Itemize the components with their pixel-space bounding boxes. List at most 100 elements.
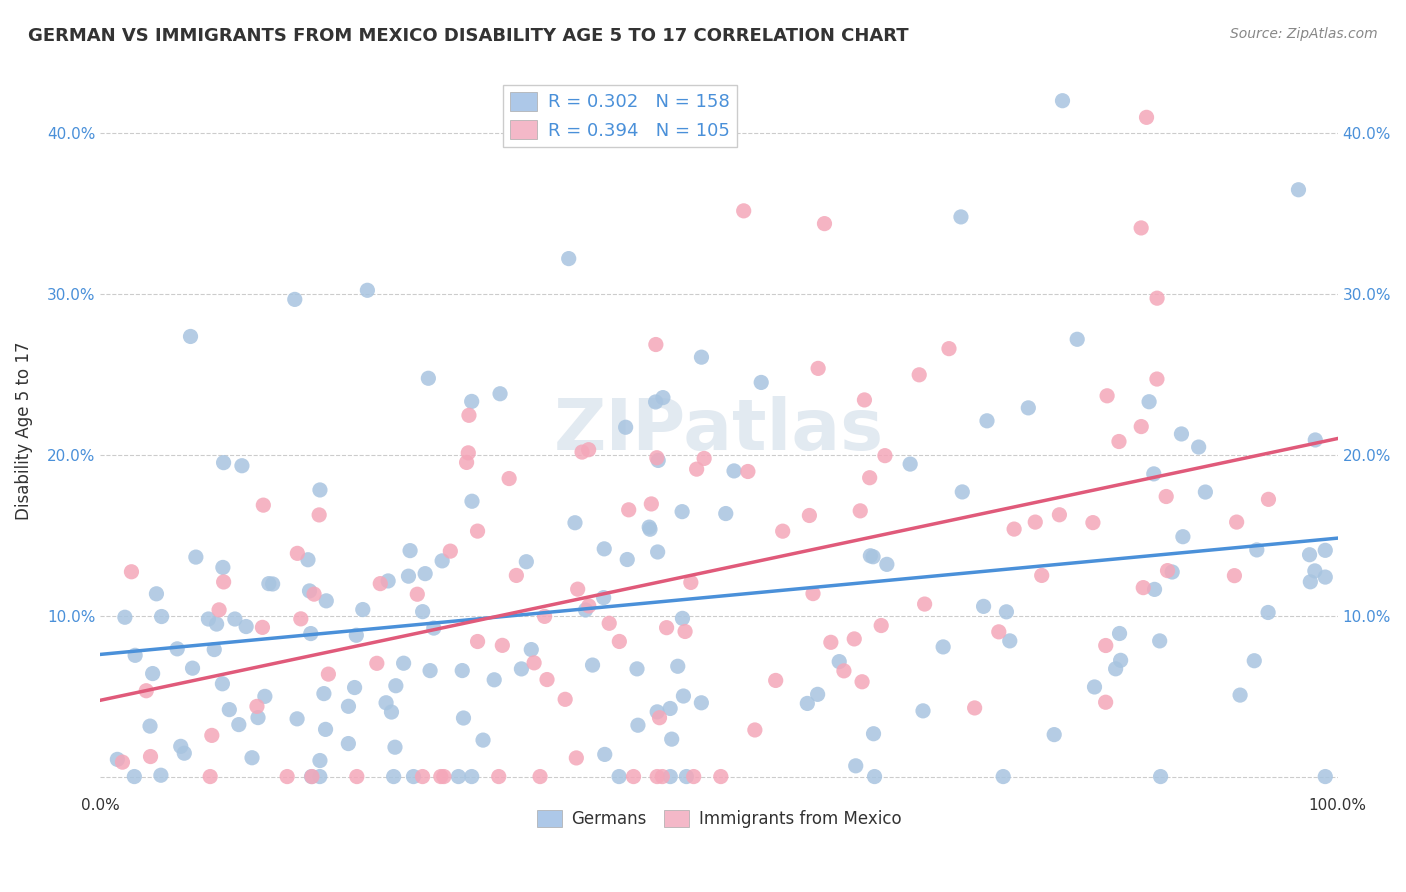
Point xyxy=(252,498,274,512)
Point xyxy=(578,442,600,457)
Point xyxy=(181,661,204,675)
Point xyxy=(460,394,482,409)
Point xyxy=(1002,522,1025,536)
Point xyxy=(456,455,478,469)
Point xyxy=(828,655,851,669)
Point xyxy=(198,770,221,784)
Point xyxy=(523,656,546,670)
Point xyxy=(212,574,235,589)
Point xyxy=(1052,94,1074,108)
Point xyxy=(832,664,855,678)
Point xyxy=(413,566,436,581)
Point xyxy=(135,683,157,698)
Point xyxy=(950,484,973,499)
Point xyxy=(645,770,668,784)
Point xyxy=(114,610,136,624)
Point xyxy=(352,602,374,616)
Point xyxy=(661,732,683,747)
Point xyxy=(423,621,446,635)
Point xyxy=(105,752,128,766)
Point xyxy=(998,633,1021,648)
Point xyxy=(467,524,489,538)
Point xyxy=(356,283,378,297)
Point xyxy=(648,711,671,725)
Point xyxy=(644,337,666,351)
Point xyxy=(218,703,240,717)
Point xyxy=(399,543,422,558)
Point xyxy=(392,657,415,671)
Point xyxy=(457,446,479,460)
Point xyxy=(253,690,276,704)
Point xyxy=(578,599,600,613)
Point xyxy=(714,507,737,521)
Point xyxy=(564,516,586,530)
Point xyxy=(211,677,233,691)
Point xyxy=(799,508,821,523)
Point xyxy=(1194,485,1216,500)
Point xyxy=(173,746,195,760)
Point xyxy=(482,673,505,687)
Point xyxy=(675,770,697,784)
Point xyxy=(607,770,630,784)
Point xyxy=(1146,291,1168,305)
Point xyxy=(224,612,246,626)
Point xyxy=(1083,680,1105,694)
Point xyxy=(368,576,391,591)
Point xyxy=(276,770,298,784)
Point xyxy=(1109,653,1132,667)
Point xyxy=(337,737,360,751)
Point xyxy=(309,754,332,768)
Point xyxy=(120,565,142,579)
Point xyxy=(510,662,533,676)
Point xyxy=(859,471,882,485)
Point xyxy=(201,728,224,742)
Point xyxy=(529,770,551,784)
Point xyxy=(315,594,337,608)
Point xyxy=(651,391,673,405)
Point xyxy=(1104,662,1126,676)
Point xyxy=(949,210,972,224)
Point xyxy=(993,770,1015,784)
Point xyxy=(447,770,470,784)
Point xyxy=(208,603,231,617)
Point xyxy=(772,524,794,538)
Point xyxy=(498,471,520,485)
Point xyxy=(801,586,824,600)
Point xyxy=(308,508,330,522)
Point xyxy=(1303,433,1326,447)
Point xyxy=(1081,516,1104,530)
Point xyxy=(851,674,873,689)
Point xyxy=(645,450,668,465)
Point xyxy=(412,770,434,784)
Point xyxy=(571,445,593,459)
Point xyxy=(170,739,193,754)
Point xyxy=(914,597,936,611)
Point xyxy=(682,770,704,784)
Point xyxy=(873,449,896,463)
Point xyxy=(297,553,319,567)
Point xyxy=(439,544,461,558)
Point xyxy=(870,618,893,632)
Point xyxy=(911,704,934,718)
Point xyxy=(976,414,998,428)
Point xyxy=(1161,565,1184,579)
Point xyxy=(380,705,402,719)
Point xyxy=(1094,639,1116,653)
Text: ZIPatlas: ZIPatlas xyxy=(554,396,884,465)
Point xyxy=(796,697,818,711)
Point xyxy=(685,462,707,476)
Point xyxy=(1303,564,1326,578)
Point xyxy=(337,699,360,714)
Point xyxy=(1299,574,1322,589)
Point xyxy=(845,759,868,773)
Point xyxy=(1017,401,1039,415)
Point xyxy=(733,203,755,218)
Point xyxy=(489,386,512,401)
Point xyxy=(659,701,682,715)
Point xyxy=(301,770,323,784)
Point xyxy=(1257,492,1279,507)
Point xyxy=(744,723,766,737)
Point xyxy=(1288,183,1310,197)
Point xyxy=(533,609,555,624)
Point xyxy=(638,520,661,534)
